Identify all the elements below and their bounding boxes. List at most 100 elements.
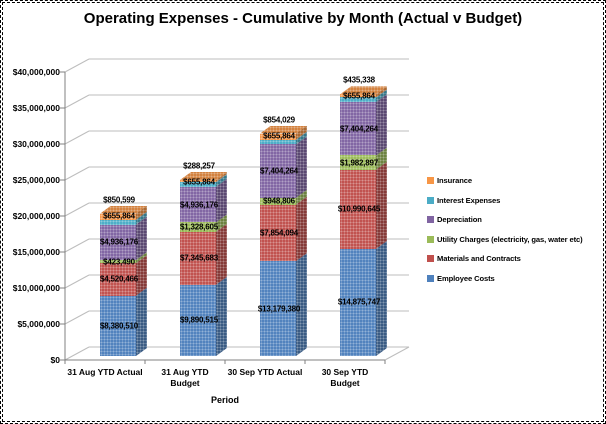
data-label: $435,338: [343, 75, 375, 85]
y-tick-label: $25,000,000: [12, 175, 60, 185]
bar-segment-side-face: [136, 287, 147, 356]
bar-segment: [100, 213, 136, 220]
data-label: $4,936,176: [99, 237, 139, 247]
bar-segment: [100, 224, 136, 261]
y-tick-label: $40,000,000: [12, 67, 60, 77]
data-label: $288,257: [183, 161, 215, 171]
bar-segment: [340, 169, 376, 249]
bar-top-face: [340, 86, 387, 95]
bar-segment: [260, 133, 296, 140]
bar-segment-side-face: [136, 205, 147, 220]
x-axis-title: Period: [210, 395, 239, 405]
data-label: $655,864: [183, 177, 215, 187]
data-label: $1,328,605: [179, 222, 219, 232]
bar-segment: [340, 155, 376, 170]
bar-segment-side-face: [376, 86, 387, 98]
data-label: $14,875,747: [337, 297, 381, 307]
data-label: $13,179,380: [257, 304, 301, 314]
bar-segment: [100, 260, 136, 264]
legend-color-swatch: [427, 196, 434, 204]
legend-item: Utility Charges (electricity, gas, water…: [427, 235, 583, 244]
bar-segment-side-face: [376, 89, 387, 102]
bar-segment-side-face: [376, 147, 387, 170]
legend-color-swatch: [427, 274, 434, 282]
bar-segment-side-face: [216, 178, 227, 222]
data-label: $7,854,094: [259, 228, 299, 238]
bar-top-face: [260, 125, 307, 134]
data-label: $7,404,264: [259, 166, 299, 176]
data-label: $7,404,264: [339, 124, 379, 134]
data-label: $854,029: [263, 115, 295, 125]
data-label: $655,864: [103, 211, 135, 221]
data-label: $948,806: [263, 196, 295, 206]
bar-segment: [260, 144, 296, 198]
bar-segment: [340, 94, 376, 98]
bar-segment-side-face: [216, 171, 227, 183]
legend-item: Depreciation: [427, 215, 482, 224]
bar-segment-side-face: [296, 196, 307, 261]
legend-item: Insurance: [427, 176, 472, 185]
bar-segment-side-face: [136, 216, 147, 260]
bar-segment: [100, 263, 136, 296]
bar-segment: [260, 139, 296, 145]
data-label: $4,520,466: [99, 274, 139, 284]
legend-label: Interest Expenses: [437, 195, 501, 205]
chart-title: Operating Expenses - Cumulative by Month…: [83, 10, 523, 27]
legend-label: Depreciation: [437, 215, 482, 224]
bar-segment: [180, 284, 216, 356]
legend-label: Materials and Contracts: [437, 254, 521, 263]
y-tick-label: $30,000,000: [12, 139, 60, 149]
bar-segment-side-face: [376, 240, 387, 356]
legend-item: Materials and Contracts: [427, 254, 521, 263]
bar-segment-side-face: [296, 131, 307, 145]
bar-top-face: [180, 171, 227, 180]
data-label: $4,936,176: [179, 200, 219, 210]
legend-label: Employee Costs: [437, 273, 495, 283]
bar-segment: [180, 222, 216, 232]
bar-segment: [260, 261, 296, 356]
y-tick-label: $0: [50, 355, 60, 365]
bar-segment-side-face: [216, 223, 227, 285]
bar-segment-side-face: [216, 174, 227, 187]
data-label: $850,599: [103, 195, 135, 205]
y-tick-label: $5,000,000: [17, 319, 60, 329]
bar-segment-side-face: [296, 253, 307, 356]
bar-segment: [180, 231, 216, 285]
y-tick-label: $10,000,000: [12, 283, 60, 293]
legend-color-swatch: [427, 216, 434, 223]
y-tick-label: $20,000,000: [12, 211, 60, 221]
bar-segment: [180, 179, 216, 183]
bar-segment-side-face: [216, 214, 227, 232]
y-tick-label: $15,000,000: [12, 247, 60, 257]
data-label: $1,982,897: [339, 158, 379, 168]
bar-segment: [100, 295, 136, 356]
bar-segment-side-face: [136, 255, 147, 296]
x-tick-label: 31 Aug YTD Actual: [67, 367, 143, 377]
bar-segment: [260, 204, 296, 262]
bar-segment: [340, 102, 376, 156]
legend-color-swatch: [427, 235, 434, 243]
bar-segment: [180, 182, 216, 187]
legend-color-swatch: [427, 255, 434, 262]
bar-top-face: [100, 205, 147, 214]
bar-segment-side-face: [136, 211, 147, 225]
y-tick-label: $35,000,000: [12, 103, 60, 113]
data-label: $9,890,515: [179, 315, 219, 325]
legend-label: Insurance: [437, 176, 472, 185]
bar-segment-side-face: [296, 125, 307, 140]
data-label: $8,380,510: [99, 321, 139, 331]
x-tick-label: 31 Aug YTD Budget: [161, 367, 209, 388]
legend-item: Interest Expenses: [427, 196, 500, 205]
legend-label: Utility Charges (electricity, gas, water…: [437, 234, 583, 244]
data-label: $655,864: [263, 131, 295, 141]
bar-segment: [260, 197, 296, 205]
bar-segment-side-face: [136, 252, 147, 264]
legend-item: Employee Costs: [427, 274, 495, 283]
data-label: $655,864: [343, 91, 375, 101]
legend-color-swatch: [427, 177, 434, 184]
